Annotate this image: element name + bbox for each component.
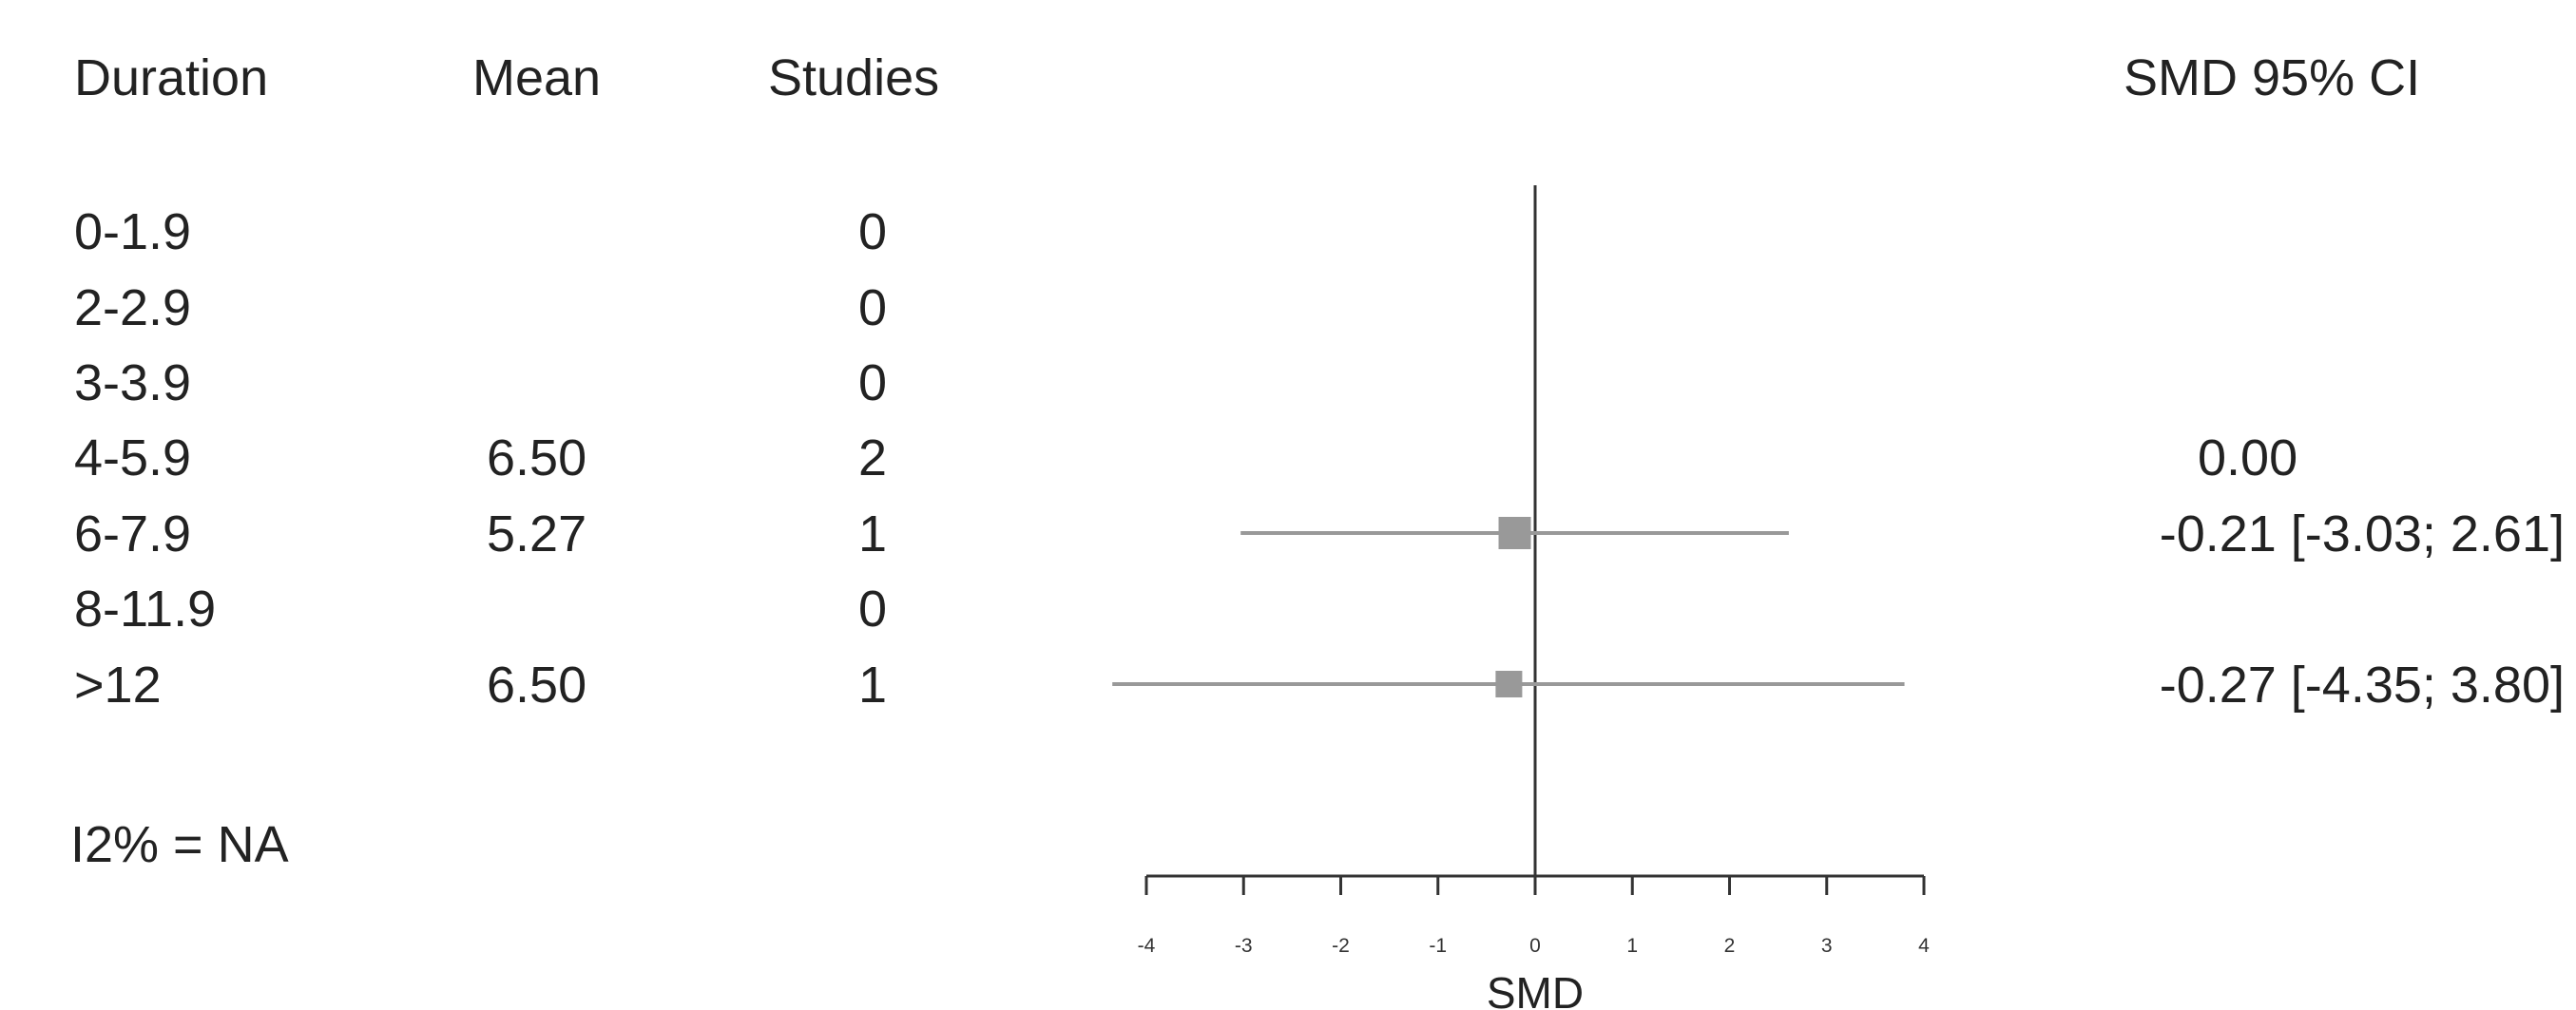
x-tick-label: -3	[1235, 935, 1253, 957]
x-tick-label: -2	[1332, 935, 1350, 957]
row-duration: 2-2.9	[74, 279, 192, 336]
x-tick-label: 3	[1821, 935, 1833, 957]
header-studies: Studies	[768, 49, 940, 106]
header-mean: Mean	[472, 49, 602, 106]
row-duration: 6-7.9	[74, 505, 192, 562]
row-studies: 0	[857, 279, 888, 336]
x-tick-label: 0	[1529, 935, 1541, 957]
x-tick-label: 2	[1724, 935, 1736, 957]
row-mean: 6.50	[487, 429, 587, 486]
point-estimate-marker	[1495, 671, 1523, 697]
row-studies: 1	[857, 657, 888, 714]
row-mean: 6.50	[487, 657, 587, 714]
header-duration: Duration	[74, 49, 269, 106]
point-estimate-marker	[1498, 517, 1531, 549]
x-axis-ticks: -4 -3 -2 -1 0 1 2 3 4	[1138, 876, 1930, 957]
row-duration: 4-5.9	[74, 429, 192, 486]
row-ci: 0.00	[2198, 429, 2298, 486]
row-ci: -0.21 [-3.03; 2.61]	[2159, 505, 2565, 562]
x-tick-label: 1	[1626, 935, 1638, 957]
row-duration: 8-11.9	[74, 581, 217, 638]
row-ci: -0.27 [-4.35; 3.80]	[2159, 657, 2565, 714]
heterogeneity-label: I2% = NA	[70, 816, 289, 873]
row-studies: 2	[857, 429, 888, 486]
row-studies: 1	[857, 505, 888, 562]
row-duration: >12	[74, 657, 162, 714]
header-ci: SMD 95% CI	[2124, 49, 2421, 106]
row-studies: 0	[857, 203, 888, 260]
x-tick-label: -1	[1429, 935, 1447, 957]
x-tick-label: 4	[1918, 935, 1930, 957]
row-mean: 5.27	[487, 505, 587, 562]
x-axis-title: SMD	[1487, 968, 1584, 1010]
row-studies: 0	[857, 581, 888, 638]
x-tick-label: -4	[1138, 935, 1156, 957]
row-studies: 0	[857, 354, 888, 411]
row-duration: 3-3.9	[74, 354, 192, 411]
row-duration: 0-1.9	[74, 203, 192, 260]
forest-estimates	[1112, 517, 1905, 697]
